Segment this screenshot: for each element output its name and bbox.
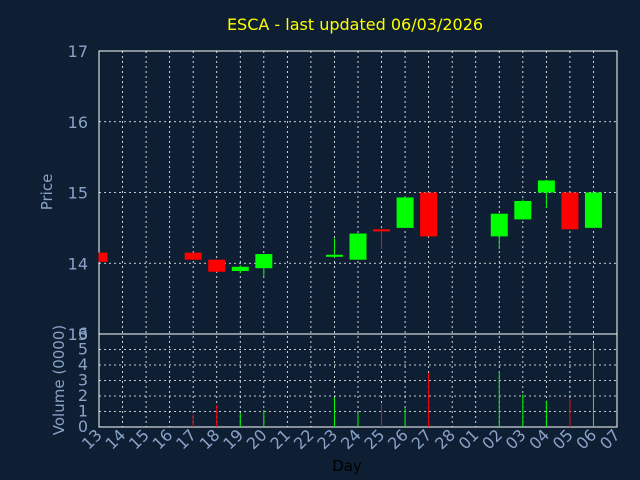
volume-axis-label: Volume (0000) xyxy=(50,325,68,435)
candle-body xyxy=(99,252,108,262)
candle-body xyxy=(325,254,343,257)
candle-body xyxy=(255,254,273,269)
candle xyxy=(420,192,438,237)
candle-body xyxy=(514,200,532,220)
grid-lines xyxy=(99,51,617,427)
candlesticks xyxy=(98,179,602,276)
volume-tick-label: 6 xyxy=(78,324,88,343)
candle xyxy=(561,192,579,230)
candle xyxy=(98,252,108,262)
candle xyxy=(396,196,414,228)
candle-body xyxy=(537,180,555,193)
candle-body xyxy=(349,233,367,260)
candle-body xyxy=(420,192,438,237)
volume-tick-label: 5 xyxy=(78,340,88,359)
candle xyxy=(231,265,249,274)
candle xyxy=(208,259,226,272)
candle xyxy=(584,192,602,228)
volume-tick-label: 1 xyxy=(78,402,88,421)
price-axis: 13 14 15 16 17 xyxy=(68,42,88,344)
x-tick-label: 07 xyxy=(596,425,624,453)
candle xyxy=(184,252,202,260)
candle-body xyxy=(561,192,579,230)
chart-title: ESCA - last updated 06/03/2026 xyxy=(227,15,483,34)
candle xyxy=(325,238,343,258)
price-axis-label: Price xyxy=(38,174,56,211)
candle xyxy=(514,199,532,220)
candle-body xyxy=(208,259,226,272)
candle-body xyxy=(184,252,202,260)
candle-body xyxy=(231,266,249,272)
candle xyxy=(537,179,555,209)
candle-body xyxy=(396,197,414,228)
volume-tick-label: 4 xyxy=(78,355,88,374)
price-tick-label: 14 xyxy=(68,254,88,273)
candle-body xyxy=(490,213,508,237)
price-tick-label: 17 xyxy=(68,42,88,61)
price-tick-label: 13 xyxy=(68,325,88,344)
candle-body xyxy=(584,192,602,228)
volume-tick-label: 3 xyxy=(78,371,88,390)
x-axis-label: Day xyxy=(332,457,362,475)
price-tick-label: 15 xyxy=(68,184,88,203)
volume-tick-label: 2 xyxy=(78,386,88,405)
x-axis: 1314151617181920212223242526272801020304… xyxy=(78,425,624,453)
price-tick-label: 16 xyxy=(68,113,88,132)
candle xyxy=(490,213,508,250)
volume-tick-label: 0 xyxy=(78,417,88,436)
volume-bars xyxy=(192,343,594,427)
candle-body xyxy=(373,229,391,232)
candle xyxy=(255,254,273,276)
candle xyxy=(373,227,391,250)
candle xyxy=(349,233,367,260)
